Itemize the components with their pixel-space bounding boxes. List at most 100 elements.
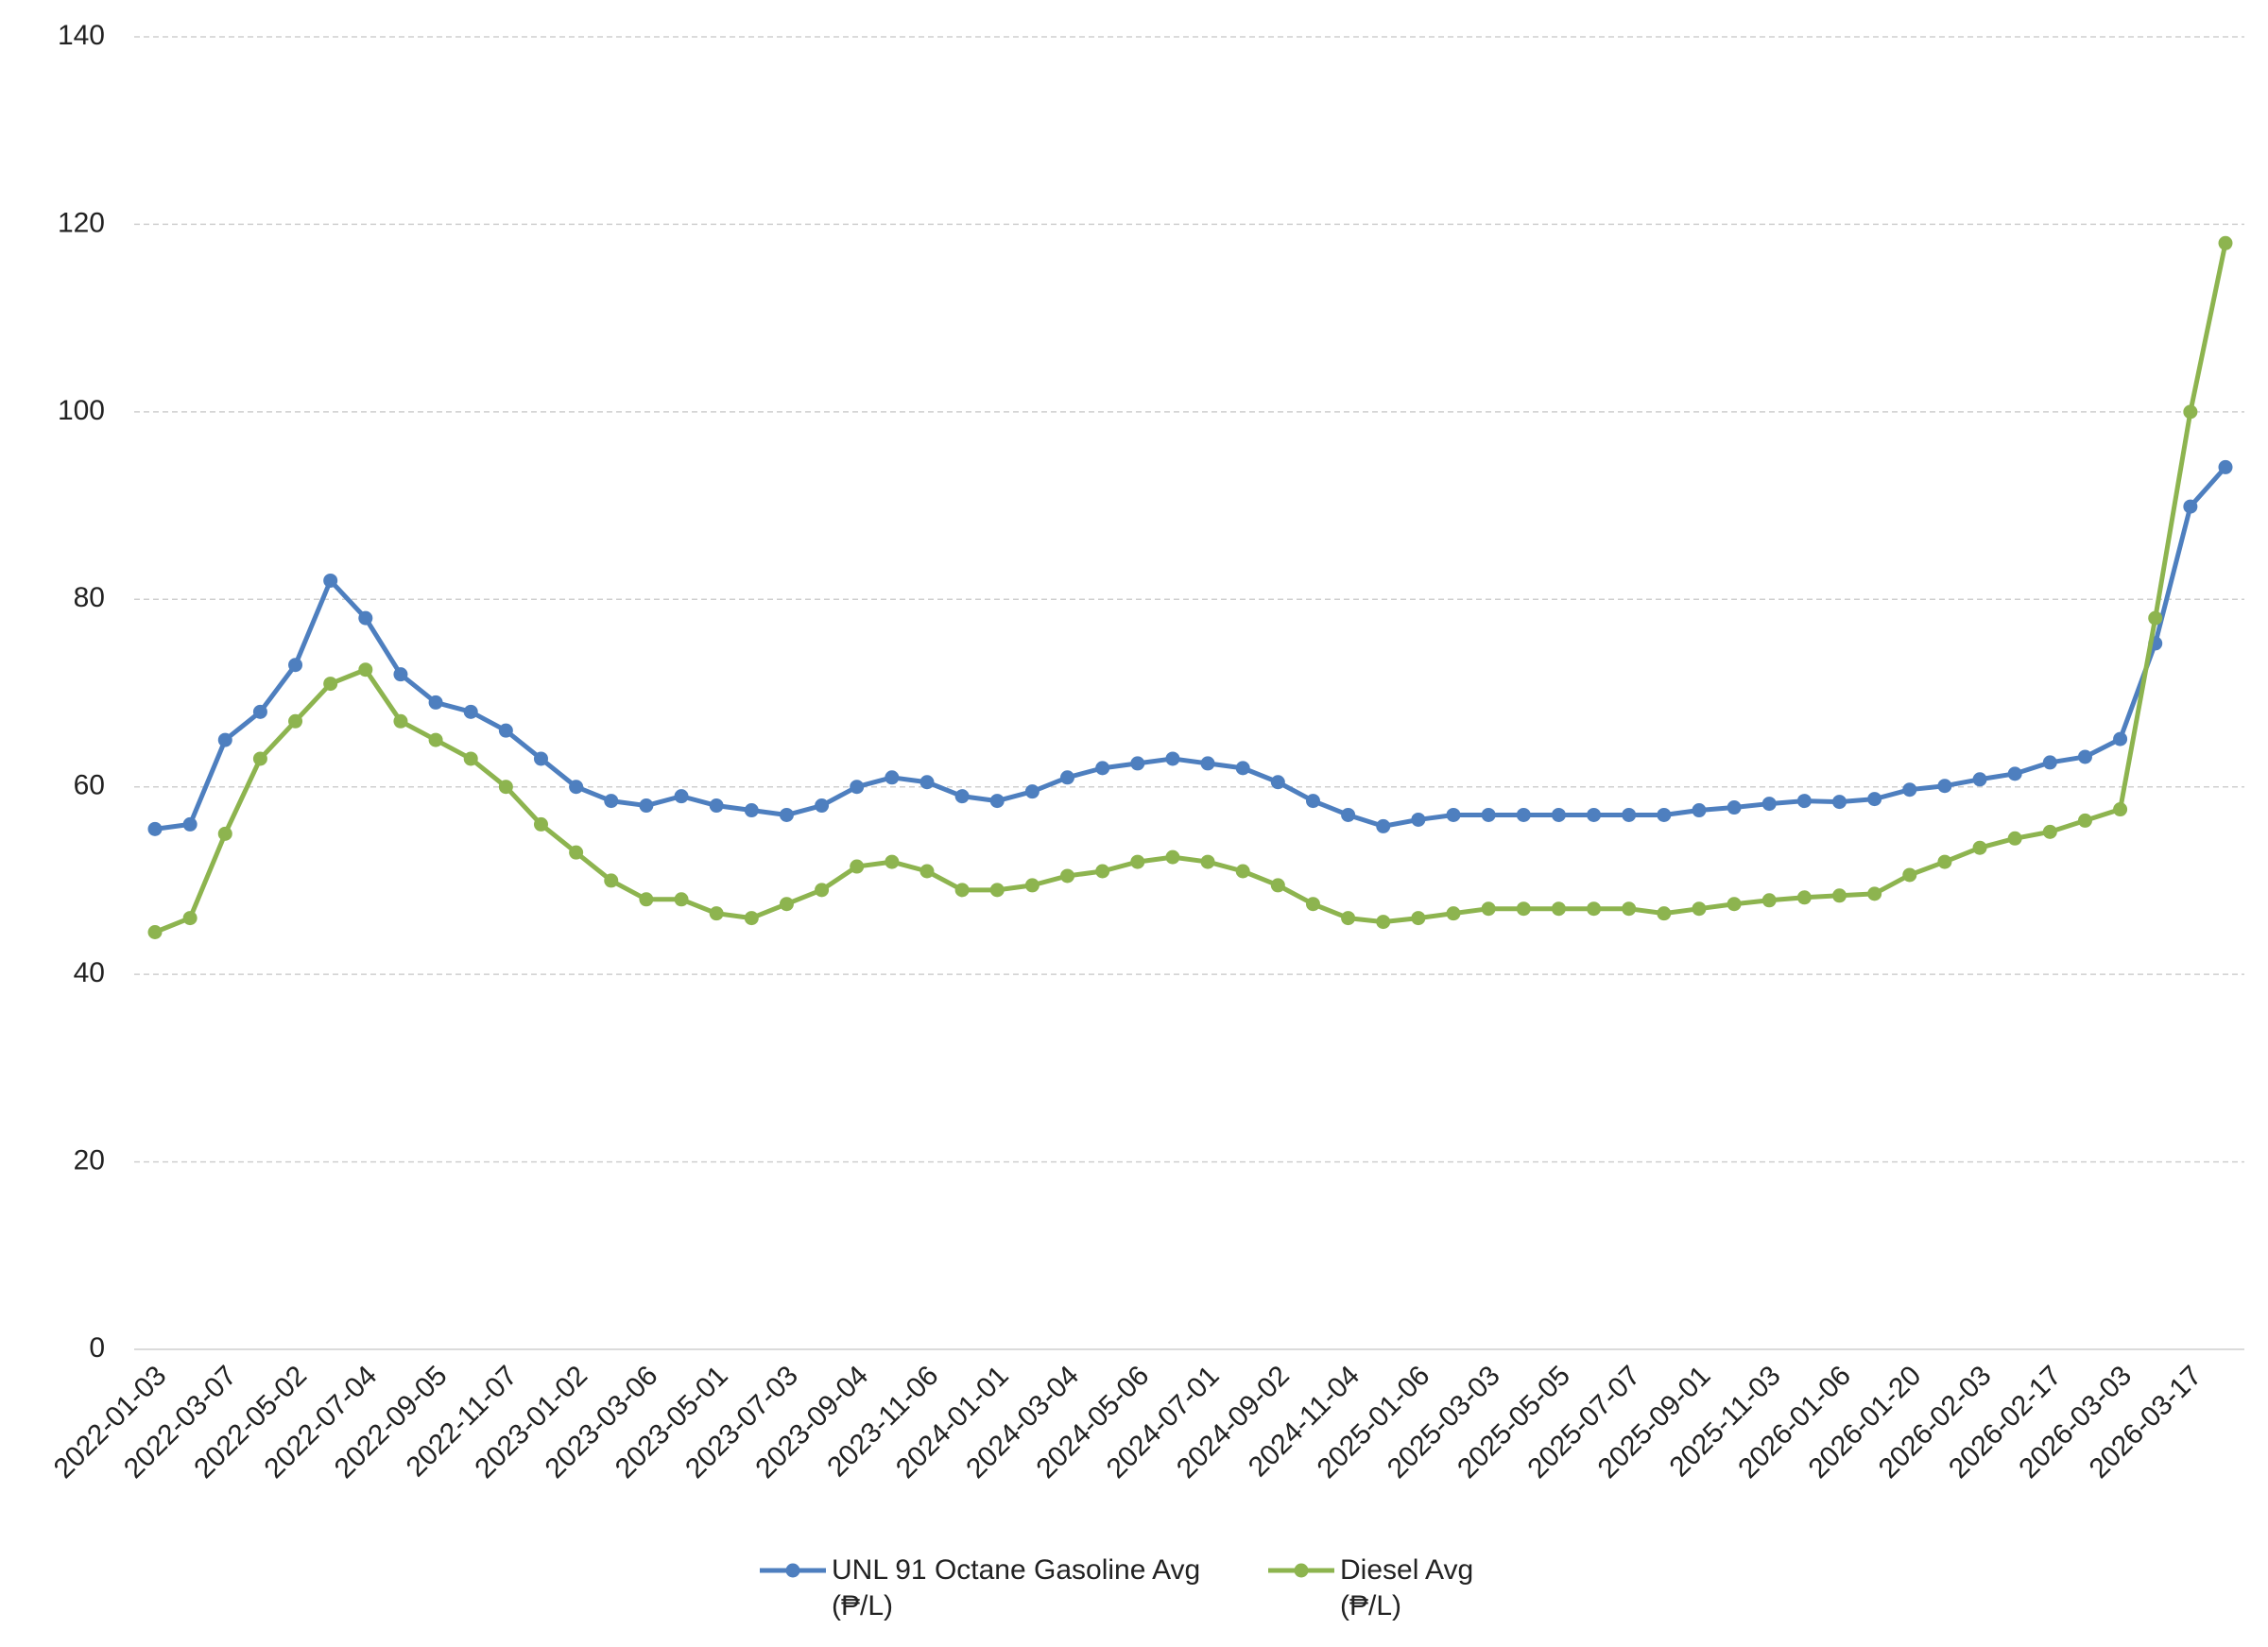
point bbox=[604, 873, 619, 888]
point bbox=[954, 789, 970, 804]
point bbox=[1270, 878, 1285, 893]
legend-swatch bbox=[1268, 1563, 1334, 1578]
point bbox=[1095, 761, 1110, 776]
point bbox=[569, 780, 584, 795]
point bbox=[1622, 901, 1637, 917]
point bbox=[498, 723, 513, 738]
point bbox=[147, 924, 163, 939]
point bbox=[1024, 784, 1040, 799]
point bbox=[1516, 807, 1531, 822]
point bbox=[2183, 404, 2198, 420]
point bbox=[744, 803, 759, 818]
point bbox=[2148, 610, 2163, 626]
point bbox=[569, 845, 584, 860]
point bbox=[463, 704, 478, 719]
point bbox=[1235, 864, 1250, 879]
point bbox=[1305, 794, 1320, 809]
point bbox=[1937, 779, 1952, 794]
point bbox=[1832, 888, 1847, 903]
point bbox=[1972, 840, 1987, 855]
y-tick-label: 20 bbox=[74, 1144, 105, 1175]
point bbox=[604, 794, 619, 809]
point bbox=[358, 662, 373, 678]
y-tick-label: 40 bbox=[74, 957, 105, 988]
point bbox=[1972, 772, 1987, 787]
point bbox=[989, 794, 1005, 809]
point bbox=[288, 658, 303, 673]
point bbox=[954, 883, 970, 898]
point bbox=[1867, 792, 1882, 807]
point bbox=[1587, 901, 1602, 917]
point bbox=[1130, 756, 1145, 771]
legend-item: Diesel Avg (₱/L) bbox=[1266, 1553, 1510, 1624]
point bbox=[674, 892, 689, 907]
point bbox=[428, 732, 443, 747]
point bbox=[1937, 854, 1952, 869]
legend: UNL 91 Octane Gasoline Avg (₱/L) Diesel A… bbox=[0, 1553, 2268, 1624]
point bbox=[182, 911, 198, 926]
y-tick-label: 60 bbox=[74, 770, 105, 801]
point bbox=[2007, 766, 2022, 781]
point bbox=[779, 807, 794, 822]
point bbox=[1411, 812, 1426, 827]
point bbox=[498, 780, 513, 795]
point bbox=[2113, 802, 2128, 817]
y-tick-label: 100 bbox=[58, 395, 105, 426]
point bbox=[1551, 901, 1566, 917]
point bbox=[1165, 751, 1180, 766]
point bbox=[217, 826, 232, 841]
point bbox=[2218, 235, 2233, 250]
series-line bbox=[154, 242, 2228, 935]
point bbox=[1305, 897, 1320, 912]
point bbox=[1341, 807, 1356, 822]
y-tick-label: 80 bbox=[74, 582, 105, 613]
y-tick-label: 140 bbox=[58, 20, 105, 51]
point bbox=[1341, 911, 1356, 926]
point bbox=[1200, 756, 1215, 771]
point bbox=[1727, 897, 1742, 912]
point bbox=[2113, 731, 2128, 746]
point bbox=[639, 892, 654, 907]
point bbox=[744, 911, 759, 926]
point bbox=[533, 751, 548, 766]
point bbox=[463, 751, 478, 766]
point bbox=[1130, 854, 1145, 869]
point bbox=[1376, 818, 1391, 833]
point bbox=[815, 883, 830, 898]
point bbox=[1551, 807, 1566, 822]
point bbox=[885, 854, 900, 869]
point bbox=[1200, 854, 1215, 869]
point bbox=[779, 897, 794, 912]
point bbox=[850, 859, 865, 874]
chart: 0204060801001201402022-01-032022-03-0720… bbox=[48, 20, 2244, 1484]
legend-label: UNL 91 Octane Gasoline Avg (₱/L) bbox=[832, 1554, 1201, 1621]
point bbox=[2042, 755, 2057, 770]
point bbox=[850, 780, 865, 795]
legend-marker bbox=[785, 1563, 800, 1578]
point bbox=[428, 695, 443, 710]
legend-marker bbox=[1294, 1563, 1309, 1578]
point bbox=[1657, 906, 1672, 921]
point bbox=[1270, 775, 1285, 790]
point bbox=[1902, 782, 1917, 798]
point bbox=[1796, 890, 1812, 905]
point bbox=[1832, 795, 1847, 810]
point bbox=[639, 798, 654, 814]
point bbox=[1516, 901, 1531, 917]
point bbox=[288, 713, 303, 729]
point bbox=[2183, 499, 2198, 514]
point bbox=[709, 798, 724, 814]
point bbox=[1235, 761, 1250, 776]
point bbox=[2077, 813, 2092, 828]
point bbox=[147, 821, 163, 836]
point bbox=[1095, 864, 1110, 879]
point bbox=[2218, 459, 2233, 474]
point bbox=[323, 573, 338, 588]
point bbox=[358, 610, 373, 626]
point bbox=[989, 883, 1005, 898]
point bbox=[252, 751, 267, 766]
point bbox=[1411, 911, 1426, 926]
point bbox=[2077, 749, 2092, 764]
point bbox=[1796, 794, 1812, 809]
point bbox=[1761, 893, 1777, 908]
